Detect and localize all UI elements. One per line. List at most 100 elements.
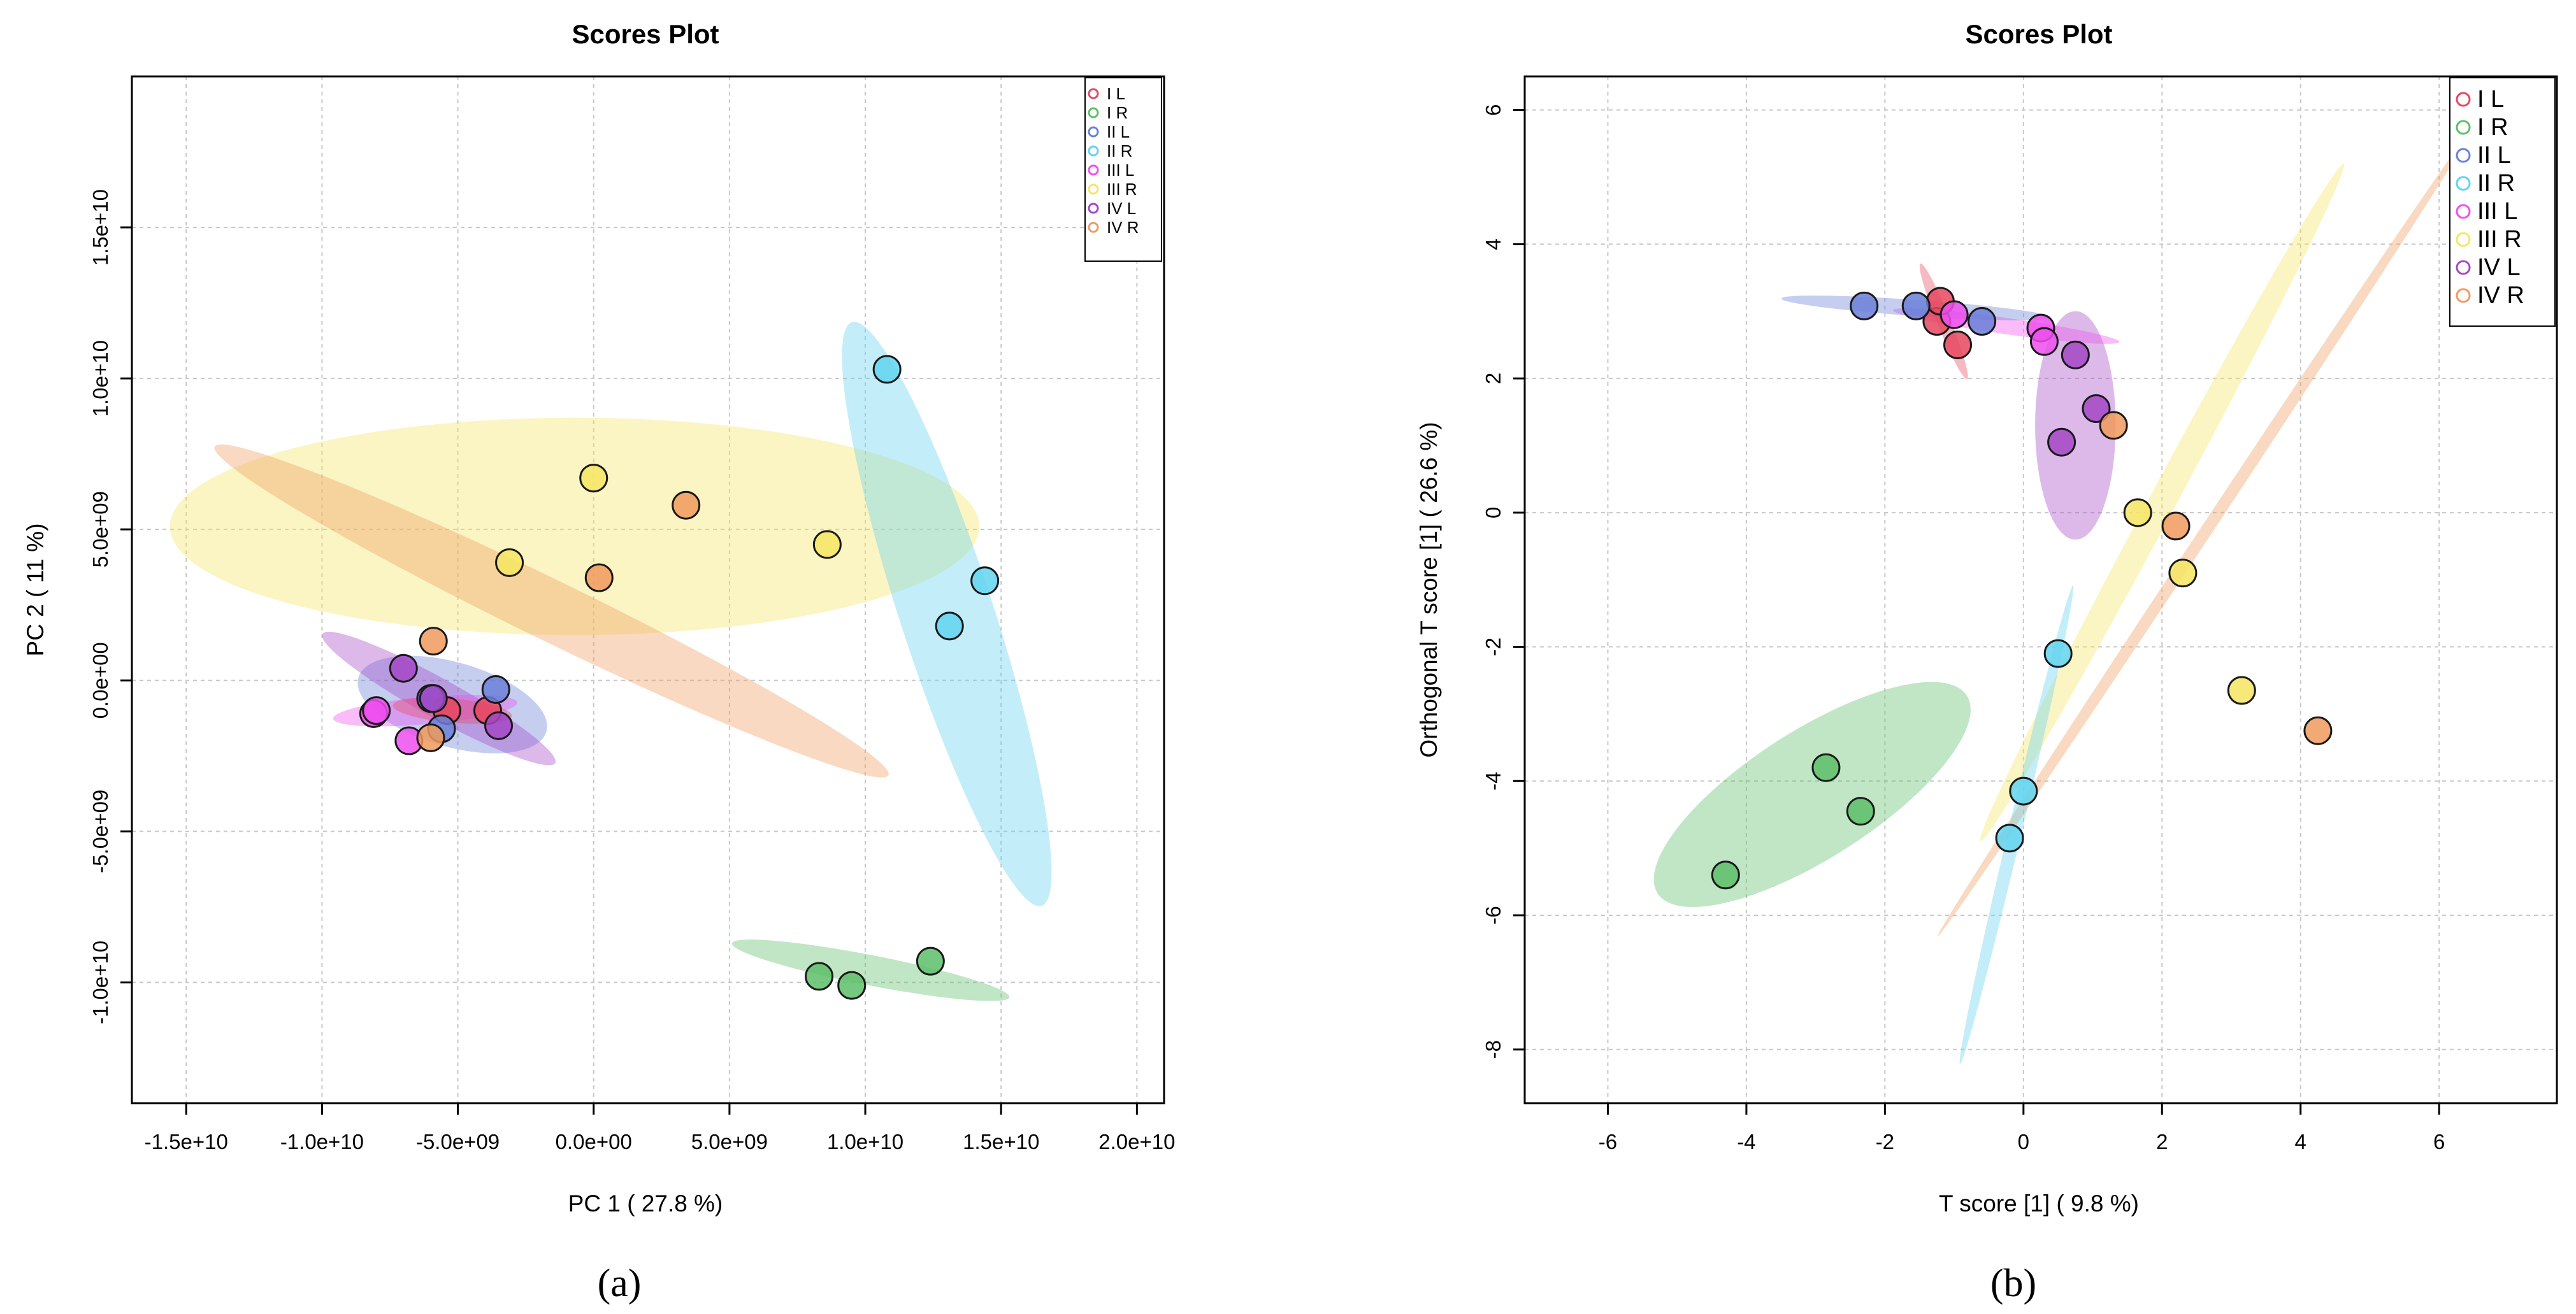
panel-a-x-tick-label-7: 2.0e+10	[1098, 1130, 1175, 1153]
panel-b-point-ii-r-1	[2009, 776, 2038, 806]
panel-a-point-iv-l-1	[419, 684, 448, 713]
panel-b-legend-box	[2449, 77, 2556, 327]
panel-b-legend-marker-ii-r	[2456, 176, 2471, 191]
panel-b-grid	[1525, 76, 2557, 1103]
panel-b-x-tick-label-1: -4	[1737, 1130, 1755, 1153]
panel-b-point-iii-r-2	[2227, 676, 2256, 705]
panel-b-point-ii-r-0	[2043, 639, 2073, 668]
panel-b-legend-marker-iv-r	[2456, 288, 2471, 303]
panel-a-y-tick-label-4: 1.0e+10	[89, 340, 112, 417]
panel-a-y-tick-label-3: 5.0e+09	[89, 491, 112, 568]
panel-b-point-iii-l-2	[2029, 327, 2059, 356]
panel-a-y-tick-label-1: -5.0e+09	[89, 790, 112, 873]
panel-a-legend-marker-iii-r	[1088, 183, 1099, 195]
panel-b-point-i-l-2	[1943, 330, 1973, 359]
panel-a-point-iv-r-3	[416, 723, 445, 752]
panel-a-x-tick-label-5: 1.0e+10	[827, 1130, 903, 1153]
panel-b-legend-label-i-r: I R	[2477, 114, 2508, 141]
panel-b-legend-marker-i-r	[2456, 120, 2471, 135]
panel-b-plot-frame	[1523, 75, 2558, 1104]
panel-b-point-ii-l-2	[1968, 307, 1997, 336]
panel-a-point-iv-l-2	[484, 711, 514, 740]
panel-b-legend-marker-ii-l	[2456, 148, 2471, 163]
panel-a-y-ticks: -1.0e+10 -5.0e+09 0.0e+00 5.0e+09 1.0e+10 1.5…	[89, 189, 132, 1024]
panel-b-caption: (b)	[1990, 1262, 2036, 1305]
panel-a-point-i-r-0	[805, 962, 834, 991]
panel-a-x-tick-label-6: 1.5e+10	[963, 1130, 1039, 1153]
panel-b-ellipse-iv-l	[2035, 311, 2116, 540]
panel-b-y-tick-label-7: 6	[1481, 104, 1505, 116]
panel-a-x-axis-label: PC 1 ( 27.8 %)	[568, 1190, 723, 1217]
panel-a-x-tick-label-1: -1.0e+10	[280, 1130, 364, 1153]
panel-b-ellipse-iii-r	[1980, 164, 2345, 841]
panel-a-legend-label-iii-l: III L	[1107, 161, 1134, 180]
panel-a-plot-frame	[131, 75, 1165, 1104]
panel-b-x-tick-label-6: 6	[2433, 1130, 2445, 1153]
panel-a-x-tick-label-2: -5.0e+09	[416, 1130, 500, 1153]
panel-a-point-i-r-2	[916, 946, 945, 976]
panel-b-point-ii-l-1	[1901, 291, 1931, 320]
panel-a-legend-marker-i-l	[1088, 88, 1099, 99]
panel-a-points	[359, 355, 1000, 1000]
panel-b-x-tick-label-5: 4	[2295, 1130, 2306, 1153]
panel-a-point-iv-l-0	[389, 653, 418, 683]
panel-a-title: Scores Plot	[572, 19, 719, 49]
panel-a-legend-label-i-l: I L	[1107, 84, 1125, 103]
panel-a-x-tick-label-0: -1.5e+10	[145, 1130, 228, 1153]
panel-b: Scores Plot -6 -4 -2 0 2 4 6 -8 -6 -4 -2 0 2 4 6 T sc…	[1416, 19, 2558, 1305]
panel-b-y-tick-label-1: -6	[1481, 906, 1505, 924]
panel-b-point-i-r-2	[1846, 797, 1875, 826]
panel-b-ellipses	[1653, 122, 2477, 1064]
panel-a-y-tick-label-0: -1.0e+10	[89, 941, 112, 1024]
panel-b-y-axis-label: Orthogonal T score [1] ( 26.6 %)	[1416, 422, 1442, 757]
panel-a-y-tick-label-5: 1.5e+10	[89, 189, 112, 266]
panel-b-y-tick-label-3: -2	[1481, 638, 1505, 656]
panel-b-ellipse-iv-r	[1937, 122, 2477, 937]
panel-b-y-ticks: -8 -6 -4 -2 0 2 4 6	[1481, 104, 1525, 1059]
panel-b-point-iii-r-1	[2168, 559, 2198, 588]
panel-b-legend-label-i-l: I L	[2477, 86, 2504, 113]
panel-b-y-tick-label-2: -4	[1481, 772, 1505, 790]
panel-b-ellipse-ii-r	[1959, 585, 2074, 1064]
panel-a-ellipse-iii-r	[169, 417, 980, 636]
panel-a-x-tick-label-4: 5.0e+09	[691, 1130, 768, 1153]
panel-a-point-iv-r-2	[672, 490, 701, 520]
panel-a-point-iii-r-2	[812, 530, 842, 559]
panel-a-point-i-r-1	[837, 971, 867, 1000]
panel-b-ellipse-i-r	[1653, 682, 1971, 908]
panel-a-point-ii-r-1	[970, 566, 1000, 596]
panel-a-point-iv-r-0	[419, 627, 448, 656]
panel-a-legend-marker-iv-l	[1088, 203, 1099, 214]
panel-b-legend-label-ii-r: II R	[2477, 170, 2515, 197]
panel-a-y-tick-label-2: 0.0e+00	[89, 642, 112, 718]
panel-b-legend-marker-iv-l	[2456, 260, 2471, 275]
panel-a-point-iii-l-2	[362, 696, 391, 725]
panel-a-legend-marker-ii-l	[1088, 126, 1099, 138]
panel-a-point-ii-r-2	[935, 611, 964, 641]
panel-b-point-ii-l-0	[1850, 291, 1879, 320]
panel-b-legend-label-iii-r: III R	[2477, 226, 2522, 253]
panel-b-y-tick-label-0: -8	[1481, 1040, 1505, 1059]
panel-b-title: Scores Plot	[1965, 19, 2112, 49]
panel-b-x-tick-label-2: -2	[1876, 1130, 1894, 1153]
panel-a-point-iii-r-1	[579, 464, 608, 493]
panel-a-y-axis-label: PC 2 ( 11 %)	[22, 523, 48, 656]
panel-b-x-ticks: -6 -4 -2 0 2 4 6	[1599, 1103, 2445, 1153]
panel-a-legend-label-iv-r: IV R	[1107, 218, 1139, 237]
panel-b-point-iv-r-1	[2161, 511, 2191, 541]
panel-b-legend-label-iv-l: IV L	[2477, 254, 2521, 281]
panel-b-y-tick-label-6: 4	[1481, 238, 1505, 250]
panel-b-point-iv-l-0	[2061, 340, 2090, 369]
panel-a-point-iv-r-1	[584, 563, 614, 592]
panel-a-legend-marker-i-r	[1088, 107, 1099, 118]
panel-b-point-i-r-0	[1711, 861, 1740, 890]
panel-b-point-iii-r-0	[2123, 498, 2152, 527]
panel-a-legend-marker-iii-l	[1088, 164, 1099, 176]
panel-b-point-iv-r-2	[2303, 716, 2333, 745]
panel-a-legend-label-iv-l: IV L	[1107, 199, 1136, 218]
panel-b-y-tick-label-5: 2	[1481, 373, 1505, 384]
